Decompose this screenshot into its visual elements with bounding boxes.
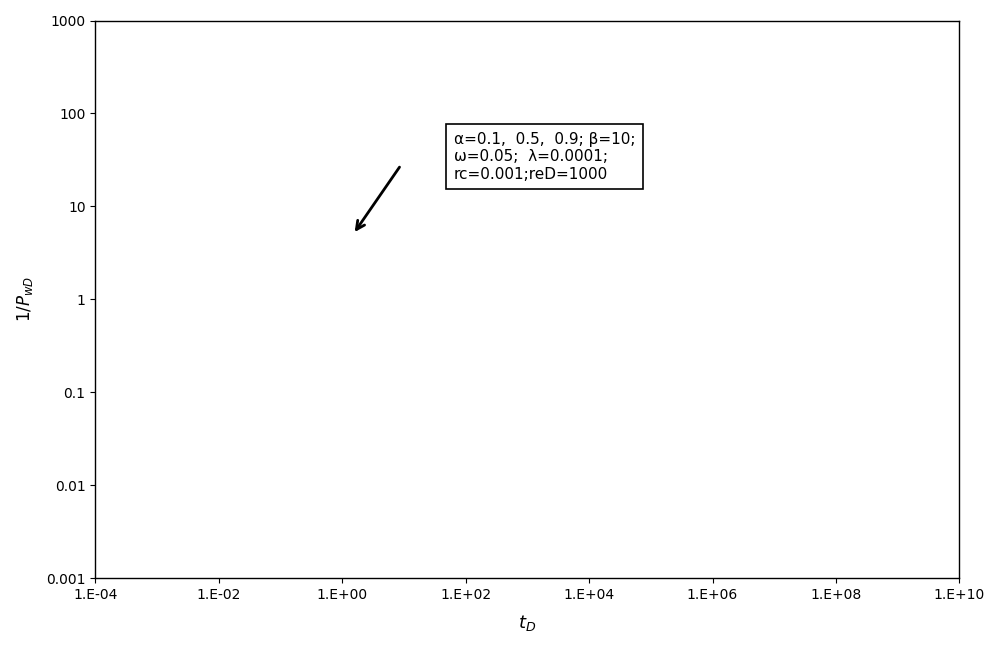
Text: α=0.1,  0.5,  0.9; β=10;
ω=0.05;  λ=0.0001;
rc=0.001;reD=1000: α=0.1, 0.5, 0.9; β=10; ω=0.05; λ=0.0001;…: [454, 132, 635, 182]
X-axis label: $t_D$: $t_D$: [518, 613, 536, 633]
Y-axis label: $1/P_{wD}$: $1/P_{wD}$: [15, 276, 35, 323]
